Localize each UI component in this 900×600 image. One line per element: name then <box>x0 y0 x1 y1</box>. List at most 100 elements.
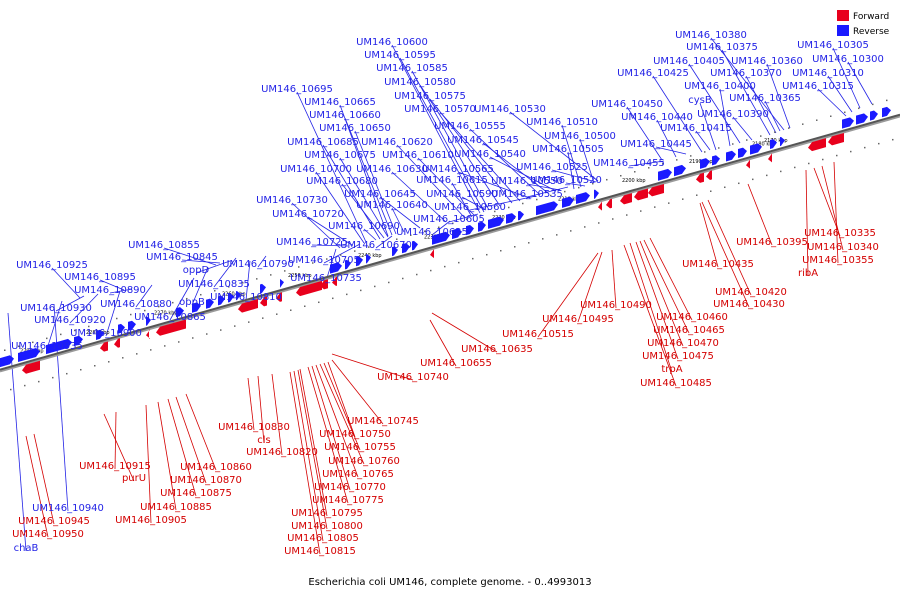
guide-dot <box>102 321 104 324</box>
reverse-gene-label: UM146_10685 <box>287 137 359 148</box>
guide-dot <box>584 226 586 228</box>
forward-gene-arrow <box>606 198 612 209</box>
tick-label: 2250 kbp <box>288 273 312 279</box>
forward-gene-label-connector <box>289 371 321 555</box>
guide-dot <box>382 242 384 244</box>
reverse-gene-arrow <box>452 228 462 240</box>
forward-gene-arrow <box>320 279 328 290</box>
guide-dot <box>178 341 180 343</box>
forward-gene-arrow <box>430 249 434 259</box>
guide-dot <box>88 325 90 328</box>
reverse-gene-label: UM146_10700 <box>280 164 352 175</box>
forward-gene-label: UM146_10355 <box>802 255 874 266</box>
forward-gene-arrow <box>808 138 826 152</box>
reverse-gene-label: UM146_10730 <box>256 195 328 206</box>
reverse-gene-label: UM146_10390 <box>697 109 769 120</box>
forward-gene-label-connector <box>747 183 773 246</box>
guide-dot <box>424 230 426 233</box>
forward-gene-label: UM146_10770 <box>314 482 386 493</box>
reverse-gene-label: oppD <box>183 265 210 276</box>
guide-dot <box>872 103 874 106</box>
reverse-gene-arrow <box>466 224 474 236</box>
guide-dot <box>466 218 468 221</box>
reverse-gene-arrow <box>176 307 184 318</box>
guide-dot <box>270 274 272 276</box>
guide-dot <box>312 262 314 264</box>
reverse-gene-label: UM146_10835 <box>178 279 250 290</box>
reverse-gene-arrow <box>236 290 241 301</box>
reverse-gene-label-connector <box>291 202 341 249</box>
forward-gene-label: UM146_10945 <box>18 516 90 527</box>
reverse-gene-label: UM146_10315 <box>782 81 854 92</box>
forward-gene-label: UM146_10635 <box>461 344 533 355</box>
guide-dot <box>514 246 516 248</box>
reverse-gene-arrow <box>330 262 342 274</box>
forward-gene-label: UM146_10820 <box>246 447 318 458</box>
reverse-gene-arrow <box>0 355 14 368</box>
guide-dot <box>822 158 824 161</box>
reverse-gene-label: UM146_10415 <box>660 123 732 134</box>
reverse-gene-label: UM146_10610 <box>382 150 454 161</box>
guide-dot <box>844 111 846 114</box>
reverse-gene-label: UM146_10540 <box>454 149 526 160</box>
guide-dot <box>214 290 216 292</box>
backbone-shadow <box>0 115 900 373</box>
reverse-gene-arrow <box>562 196 574 208</box>
reverse-gene-label: UM146_10550 <box>491 176 563 187</box>
guide-dot <box>122 357 124 359</box>
guide-dot <box>94 365 96 367</box>
reverse-gene-label-connector <box>461 196 487 211</box>
forward-gene-label-connector <box>629 242 673 373</box>
reverse-gene-arrow <box>356 256 363 267</box>
forward-gene-label-connector <box>257 375 265 444</box>
reverse-gene-label: UM146_10360 <box>731 56 803 67</box>
reverse-gene-arrow <box>700 158 710 169</box>
guide-dot <box>228 286 230 288</box>
guide-dot <box>38 380 40 383</box>
guide-dot <box>816 119 818 121</box>
reverse-gene-label: UM146_10535 <box>491 189 563 200</box>
reverse-gene-label-connector <box>766 63 791 129</box>
guide-dot <box>340 254 342 256</box>
guide-dot <box>788 127 790 129</box>
guide-dot <box>886 99 888 102</box>
forward-gene-arrow <box>296 280 322 297</box>
forward-gene-arrow <box>260 296 267 307</box>
forward-gene-label-connector <box>701 201 750 308</box>
forward-gene-arrow <box>768 153 772 163</box>
reverse-gene-arrow <box>770 139 777 149</box>
reverse-gene-arrow <box>260 283 266 294</box>
reverse-gene-label: UM146_10575 <box>394 91 466 102</box>
forward-gene-label-connector <box>185 393 217 471</box>
guide-dot <box>536 198 538 201</box>
guide-dot <box>346 293 348 296</box>
reverse-gene-label: UM146_10455 <box>593 158 665 169</box>
reverse-gene-label-connector <box>688 63 741 144</box>
reverse-gene-arrow <box>518 210 524 221</box>
legend-label: Reverse <box>853 27 890 37</box>
guide-dot <box>836 154 838 157</box>
reverse-gene-arrow <box>842 117 854 129</box>
reverse-gene-label: UM146_10720 <box>272 209 344 220</box>
guide-dot <box>676 159 678 161</box>
legend-label: Forward <box>853 12 889 22</box>
reverse-gene-arrow <box>392 246 398 257</box>
guide-dot <box>116 317 118 320</box>
guide-dot <box>200 293 202 296</box>
reverse-gene-label: UM146_10680 <box>306 176 378 187</box>
tick-label: 2270 kbp <box>154 311 178 317</box>
guide-dot <box>284 270 286 272</box>
guide-dot <box>718 147 720 149</box>
guide-dot <box>444 265 446 268</box>
guide-dot <box>752 178 754 181</box>
reverse-gene-label: UM146_10565 <box>422 164 494 175</box>
reverse-gene-label: UM146_10865 <box>134 312 206 323</box>
reverse-gene-label: UM146_10810 <box>210 292 282 303</box>
guide-dot <box>640 210 642 212</box>
reverse-gene-label-connector <box>695 130 711 151</box>
reverse-gene-label-connector <box>109 288 133 294</box>
guide-dot <box>766 174 768 177</box>
reverse-gene-label: UM146_10935 <box>11 341 83 352</box>
forward-gene-label-connector <box>643 239 690 334</box>
guide-dot <box>66 372 68 375</box>
